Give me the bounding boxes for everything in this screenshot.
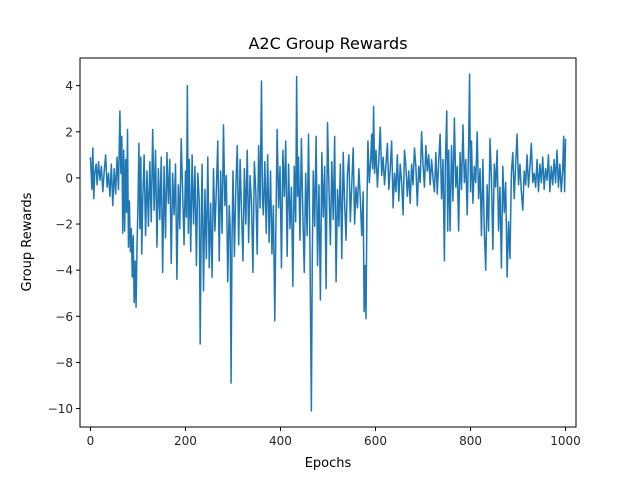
y-tick-label: 4	[65, 79, 73, 93]
y-axis: −10 −8 −6 −4 −2 0 2 4	[48, 79, 80, 416]
y-tick-label: −2	[55, 218, 73, 232]
y-tick-label: −6	[55, 310, 73, 324]
y-tick-label: −4	[55, 264, 73, 278]
x-tick-label: 400	[269, 434, 292, 448]
y-tick-label: 2	[65, 125, 73, 139]
y-tick-label: 0	[65, 171, 73, 185]
y-tick-label: −8	[55, 356, 73, 370]
chart-title: A2C Group Rewards	[248, 34, 407, 53]
x-tick-label: 800	[459, 434, 482, 448]
x-tick-label: 0	[87, 434, 95, 448]
x-axis: 0 200 400 600 800 1000	[87, 427, 581, 448]
x-tick-label: 1000	[550, 434, 581, 448]
series-line-0	[89, 73, 567, 412]
x-axis-label: Epochs	[305, 456, 352, 471]
x-tick-label: 200	[174, 434, 197, 448]
series-layer	[89, 73, 567, 412]
y-tick-label: −10	[48, 402, 73, 416]
y-axis-label: Group Rewards	[20, 192, 35, 291]
plot-frame	[79, 57, 577, 428]
x-tick-label: 600	[364, 434, 387, 448]
